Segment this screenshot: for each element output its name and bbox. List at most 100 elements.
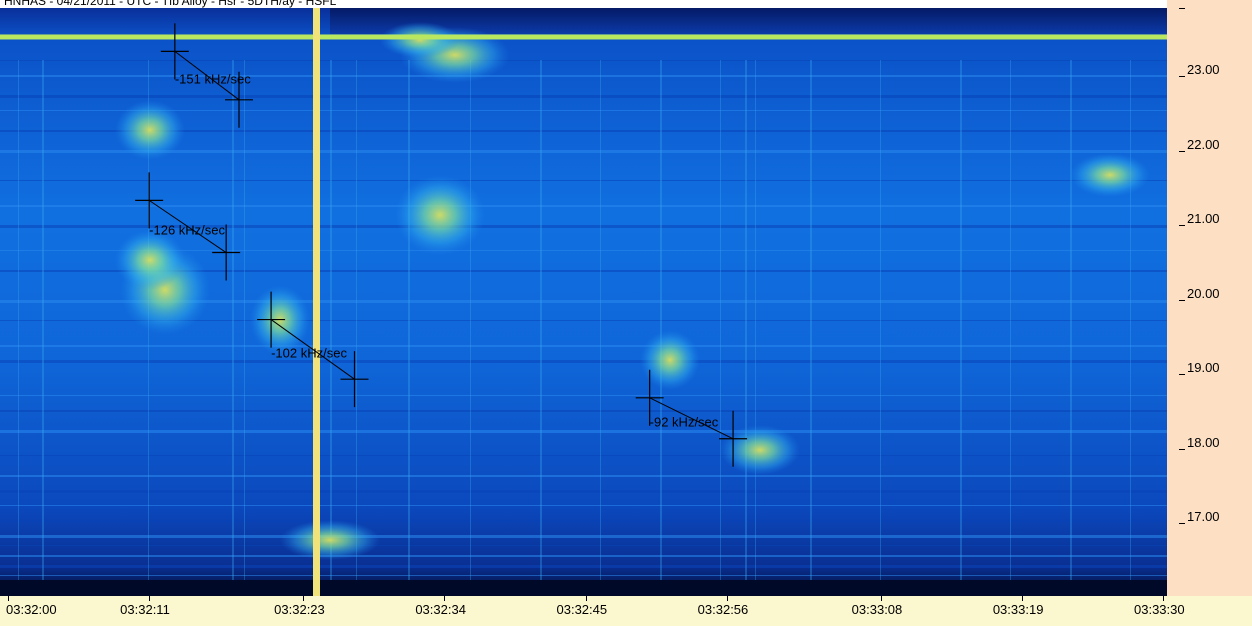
signal-blob (380, 22, 460, 58)
vertical-streak (720, 60, 721, 580)
y-tick-label: 22.00 (1187, 136, 1220, 152)
x-tick-mark (303, 596, 305, 601)
x-tick-mark (726, 596, 728, 601)
horizontal-band (0, 395, 1167, 396)
signal-blob (1070, 153, 1150, 197)
horizontal-band (0, 555, 1167, 557)
vertical-streak (330, 60, 332, 580)
spectrogram-plot: -151 kHz/sec -126 kHz/sec -102 kHz/sec -92 … (0, 8, 1167, 596)
horizontal-band (0, 545, 1167, 546)
y-tick-label: 17.00 (1187, 509, 1220, 524)
vertical-streak (1130, 60, 1131, 580)
y-tick-mark (1179, 299, 1185, 301)
y-axis: 17.00 18.00 19.00 20.00 21.00 22.00 23.00 (1167, 0, 1252, 596)
x-tick-label: 03:32:00 (6, 602, 57, 617)
y-tick-mark (1179, 150, 1185, 152)
slope-annotations: -151 kHz/sec -126 kHz/sec -102 kHz/sec -92 … (135, 23, 748, 467)
horizontal-band (0, 565, 1167, 568)
horizontal-band (0, 575, 1167, 576)
vertical-marker (313, 8, 320, 596)
vertical-streak (755, 60, 756, 580)
y-tick-mark (1179, 8, 1185, 9)
slope-label: -151 kHz/sec (175, 72, 251, 87)
horizontal-band (0, 520, 1167, 522)
x-tick-mark (880, 596, 882, 601)
slope-line (148, 199, 227, 253)
y-tick-label: 20.00 (1187, 285, 1220, 301)
vertical-streak (960, 60, 962, 580)
x-axis: 03:32:00 03:32:11 03:32:23 03:32:34 03:32:45… (0, 596, 1252, 626)
crosshair-marker (635, 369, 664, 426)
horizontal-band (0, 110, 1167, 111)
signal-blob (395, 175, 485, 255)
x-tick-mark (1163, 596, 1164, 601)
horizontal-band (0, 300, 1167, 303)
horizontal-band (0, 475, 1167, 477)
signal-blob (115, 100, 185, 160)
signal-blobs (115, 22, 1150, 560)
header-text: HNHAS - 04/21/2011 - UTC - Tfb Alloy - H… (4, 0, 337, 8)
horizontal-band (0, 345, 1167, 347)
y-tick-mark (1179, 374, 1185, 375)
vertical-streak (408, 60, 410, 580)
y-tick-mark (1179, 225, 1185, 226)
x-tick-mark (585, 596, 587, 601)
vertical-streak (18, 60, 19, 580)
signal-blob (115, 230, 185, 290)
x-tick-label: 03:33:08 (851, 602, 903, 617)
horizontal-band (0, 360, 1167, 363)
x-tick-label: 03:33:19 (992, 602, 1044, 617)
crosshair-marker (257, 291, 286, 348)
y-tick-label: 18.00 (1187, 434, 1220, 450)
y-tick-label: 23.00 (1187, 62, 1220, 77)
slope-label: -92 kHz/sec (650, 414, 719, 429)
horizontal-band (0, 250, 1167, 251)
vertical-streak (244, 60, 245, 580)
horizontal-band (0, 535, 1167, 538)
x-tick-label: 03:32:45 (556, 602, 608, 617)
slope-line (270, 319, 355, 380)
horizontal-band (0, 205, 1167, 207)
y-tick-mark (1179, 448, 1185, 450)
horizontal-band (0, 490, 1167, 493)
horizontal-band (0, 455, 1167, 456)
signal-blob (720, 425, 800, 475)
vertical-streak (810, 60, 812, 580)
signal-blob (280, 520, 380, 560)
x-tick-label: 03:32:23 (274, 602, 325, 617)
slope-line (174, 50, 240, 101)
y-tick-label: 19.00 (1187, 360, 1220, 375)
carrier-line (0, 34, 1167, 40)
x-tick-label: 03:32:56 (697, 602, 749, 617)
horizontal-band (0, 430, 1167, 433)
horizontal-band (0, 60, 1167, 61)
vertical-streak (1010, 60, 1011, 580)
x-tick-label: 03:33:30 (1134, 602, 1185, 617)
vertical-streak (356, 60, 357, 580)
x-tick-mark (8, 596, 9, 601)
horizontal-band (0, 270, 1167, 272)
spectrogram-bottom-band (0, 580, 1167, 596)
crosshair-marker (160, 23, 189, 80)
slope-label: -126 kHz/sec (149, 222, 225, 237)
x-tick-mark (149, 596, 151, 601)
vertical-streak (745, 60, 747, 580)
vertical-streak (660, 60, 662, 580)
vertical-streak (42, 60, 44, 580)
crosshair-marker (719, 410, 748, 467)
y-tick-label: 21.00 (1187, 211, 1220, 226)
y-tick-mark (1179, 76, 1185, 77)
vertical-streak (600, 60, 601, 580)
vertical-streak (232, 60, 234, 580)
horizontal-band (0, 75, 1167, 77)
vertical-streak (880, 60, 881, 580)
horizontal-band (0, 410, 1167, 412)
y-tick-mark (1179, 523, 1185, 524)
vertical-streak (540, 60, 542, 580)
horizontal-band (0, 130, 1167, 132)
vertical-streak (1070, 60, 1072, 580)
horizontal-band (0, 505, 1167, 506)
x-tick-label: 03:32:11 (120, 602, 170, 617)
slope-line (649, 397, 734, 440)
horizontal-bands (0, 60, 1167, 576)
